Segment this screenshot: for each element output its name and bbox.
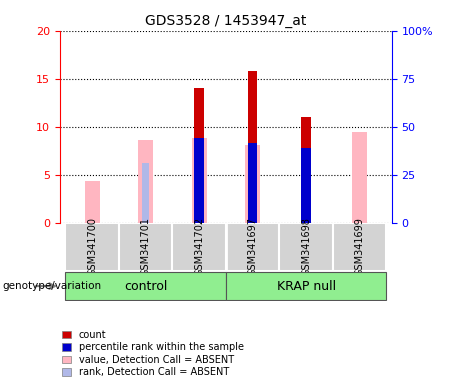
FancyBboxPatch shape [65, 223, 119, 271]
Bar [301, 117, 311, 223]
Text: GSM341698: GSM341698 [301, 217, 311, 276]
Text: GSM341699: GSM341699 [355, 217, 365, 276]
Text: genotype/variation: genotype/variation [2, 281, 101, 291]
Bar [302, 161, 310, 223]
Bar [138, 140, 153, 223]
Bar [245, 145, 260, 223]
Text: GSM341700: GSM341700 [87, 217, 97, 276]
Bar [352, 132, 367, 223]
Bar [192, 138, 207, 223]
Bar [194, 88, 204, 223]
FancyBboxPatch shape [172, 223, 226, 271]
FancyBboxPatch shape [119, 223, 172, 271]
Text: KRAP null: KRAP null [277, 280, 336, 293]
Bar [142, 163, 149, 223]
FancyBboxPatch shape [226, 272, 386, 300]
Bar [248, 71, 258, 223]
Text: GSM341702: GSM341702 [194, 217, 204, 276]
FancyBboxPatch shape [333, 223, 386, 271]
Text: control: control [124, 280, 167, 293]
FancyBboxPatch shape [279, 223, 333, 271]
Title: GDS3528 / 1453947_at: GDS3528 / 1453947_at [145, 14, 307, 28]
Bar [84, 182, 100, 223]
Text: GSM341701: GSM341701 [141, 217, 151, 276]
FancyBboxPatch shape [226, 223, 279, 271]
Bar [301, 148, 311, 223]
Bar [194, 138, 204, 223]
FancyBboxPatch shape [65, 272, 226, 300]
Bar [248, 143, 258, 223]
Legend: count, percentile rank within the sample, value, Detection Call = ABSENT, rank, : count, percentile rank within the sample… [60, 328, 246, 379]
Text: GSM341697: GSM341697 [248, 217, 258, 276]
